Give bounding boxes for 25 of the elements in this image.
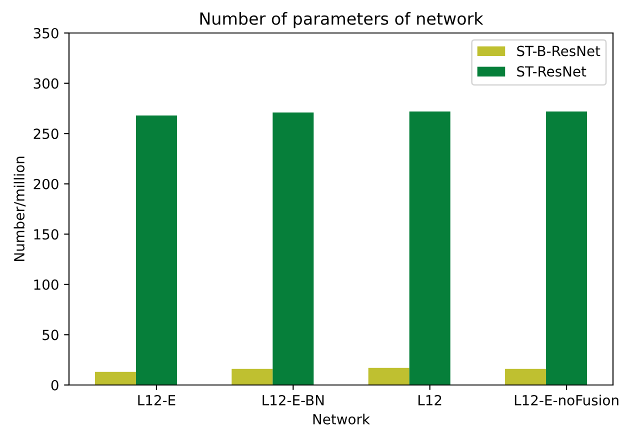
- y-tick-label: 300: [34, 78, 58, 89]
- bar: [546, 111, 588, 385]
- x-tick-label: L12-E: [138, 394, 176, 406]
- bar: [136, 115, 177, 385]
- y-tick-label: 50: [42, 330, 58, 340]
- y-axis-title: Number/million: [14, 156, 26, 262]
- chart-title: Number of parameters of network: [200, 12, 484, 28]
- x-axis-title: Network: [313, 414, 370, 424]
- y-tick-label: 0: [51, 380, 58, 390]
- bar: [272, 112, 314, 385]
- x-tick-label: L12-E-noFusion: [514, 394, 618, 406]
- y-tick-label: 100: [34, 279, 58, 290]
- x-tick-label: L12-E-BN: [262, 394, 324, 406]
- x-tick-label: L12: [418, 394, 442, 406]
- bar: [505, 368, 546, 385]
- bar: [232, 368, 273, 385]
- y-tick-label: 250: [34, 128, 58, 140]
- y-tick-label: 150: [34, 229, 58, 240]
- legend-label: ST-B-ResNet: [517, 46, 600, 56]
- bar: [94, 372, 136, 385]
- y-tick-label: 200: [34, 178, 58, 190]
- bar: [409, 111, 450, 385]
- legend-label: ST-ResNet: [517, 66, 586, 77]
- bar: [368, 368, 410, 385]
- y-tick-label: 350: [34, 28, 58, 38]
